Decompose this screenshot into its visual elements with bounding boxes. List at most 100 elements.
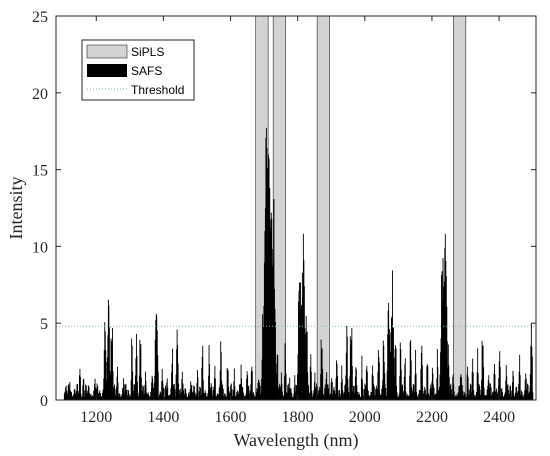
safs-bar (452, 387, 454, 400)
safs-bar (515, 387, 517, 400)
safs-bar (512, 393, 514, 400)
safs-bar (274, 308, 276, 400)
safs-bar (178, 394, 180, 400)
safs-bar (347, 387, 349, 400)
safs-bar (519, 375, 521, 400)
safs-bar (261, 391, 262, 400)
safs-bar (389, 390, 391, 400)
safs-bar (445, 396, 447, 400)
safs-bar (516, 386, 518, 400)
safs-bar (421, 365, 423, 400)
safs-bar (82, 385, 84, 400)
safs-bar (234, 396, 236, 400)
safs-bar (124, 384, 126, 400)
safs-bar (498, 361, 500, 400)
safs-bar (115, 395, 117, 400)
safs-bar (510, 390, 512, 400)
safs-bar (266, 186, 268, 400)
safs-bar (524, 390, 526, 400)
safs-bar (514, 392, 516, 400)
safs-bar (242, 387, 244, 400)
safs-bar (293, 392, 295, 400)
safs-bar (112, 371, 114, 400)
safs-bar (192, 391, 194, 400)
safs-bar (208, 389, 209, 400)
safs-bar (359, 394, 361, 400)
safs-bar (475, 391, 477, 400)
safs-bar (471, 392, 473, 400)
safs-bar (304, 370, 306, 400)
safs-bar (455, 396, 457, 400)
safs-bar (377, 372, 379, 400)
safs-bar (277, 354, 279, 400)
safs-bar (514, 396, 516, 400)
safs-bar (360, 378, 362, 400)
safs-bar (447, 390, 449, 400)
safs-bar (504, 392, 506, 400)
safs-bar (467, 366, 469, 400)
safs-bar (75, 391, 77, 400)
safs-bar (415, 373, 417, 400)
safs-bar (282, 395, 284, 400)
safs-bar (369, 394, 371, 400)
safs-bar (268, 225, 270, 400)
safs-bar (159, 391, 161, 400)
safs-bar (337, 376, 338, 400)
safs-bar (373, 383, 375, 400)
safs-bar (287, 383, 289, 400)
safs-bar (259, 383, 260, 400)
legend-safs-swatch (87, 64, 127, 77)
safs-bar (285, 373, 287, 400)
safs-bar (506, 385, 508, 400)
safs-bar (269, 366, 271, 400)
safs-bar (257, 396, 259, 400)
safs-bar (126, 389, 128, 400)
safs-bar (144, 389, 146, 400)
safs-bar (341, 365, 343, 400)
safs-bar (179, 388, 181, 400)
safs-bar (431, 367, 433, 400)
safs-bar (112, 394, 114, 400)
safs-bar (308, 392, 310, 400)
safs-bar (268, 154, 270, 400)
safs-bar (169, 394, 171, 400)
safs-bar (330, 382, 332, 400)
safs-bar (65, 385, 67, 400)
safs-bar (104, 322, 106, 400)
safs-bar (476, 391, 478, 400)
safs-bar (379, 394, 381, 400)
safs-bar (443, 281, 445, 400)
safs-bar (200, 395, 202, 400)
safs-bar (517, 391, 519, 400)
safs-bar (271, 280, 273, 400)
safs-bar (174, 389, 176, 400)
safs-bar (323, 395, 325, 400)
safs-bar (427, 393, 429, 400)
safs-bar (303, 396, 305, 400)
safs-bar (258, 388, 260, 400)
safs-bar (381, 385, 383, 400)
safs-bar (161, 368, 163, 400)
safs-bar (300, 282, 301, 400)
safs-bar (386, 370, 388, 400)
safs-bar (449, 385, 451, 400)
safs-bar (513, 395, 515, 400)
safs-bar (232, 395, 234, 400)
safs-bar (433, 387, 435, 400)
safs-bar (219, 384, 221, 400)
safs-bar (118, 393, 120, 400)
safs-bar (327, 384, 329, 400)
safs-bar (255, 396, 256, 400)
safs-bar (224, 393, 226, 400)
safs-bar (159, 394, 160, 400)
safs-bar (394, 376, 396, 400)
safs-bar (378, 395, 380, 400)
safs-bar (166, 382, 168, 400)
safs-bar (302, 296, 304, 400)
safs-bar (392, 327, 394, 400)
safs-bar (64, 393, 66, 400)
safs-bar (499, 351, 501, 400)
safs-bar (485, 395, 487, 400)
safs-bar (392, 385, 394, 400)
safs-bar (172, 383, 174, 400)
